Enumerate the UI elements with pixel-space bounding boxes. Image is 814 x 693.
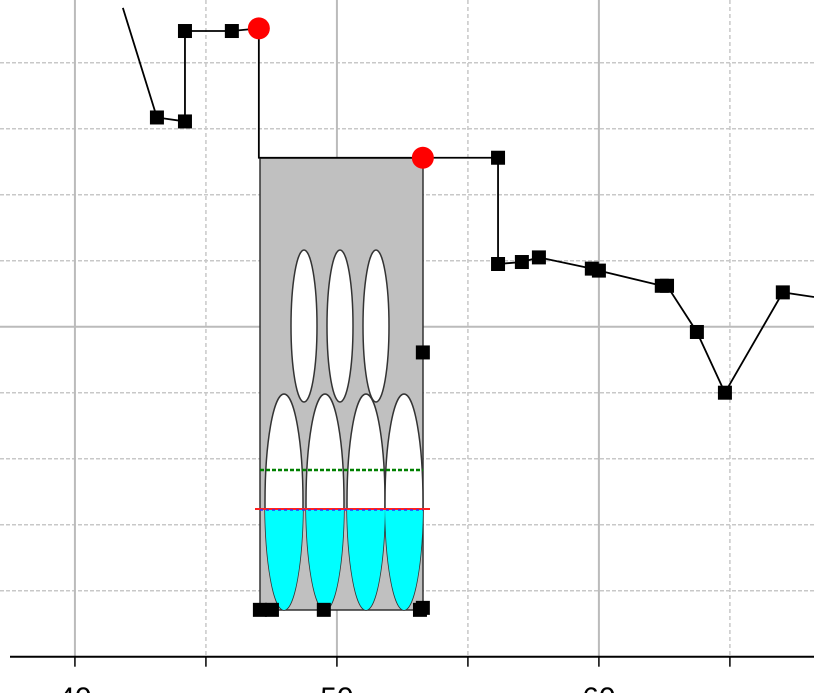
square-marker [317,603,331,617]
page: {"chart_data": { "type": "line", "xlim":… [0,0,814,693]
circle-marker [412,147,434,169]
ellipse [363,250,389,402]
square-marker [515,255,529,269]
square-marker [253,603,267,617]
chart: 40 50 60 [0,0,814,693]
upper-ellipses [291,250,389,402]
square-marker [225,24,239,38]
square-marker [532,250,546,264]
circle-marker [248,17,270,39]
x-tick-label: 60 [582,682,615,693]
square-marker [178,24,192,38]
square-marker [660,279,674,293]
ellipse [327,250,353,402]
x-tick-label: 50 [320,682,353,693]
square-marker [416,601,430,615]
square-marker [416,345,430,359]
ellipse [291,250,317,402]
well-diagram [255,158,430,610]
square-marker [178,114,192,128]
square-marker [265,603,279,617]
square-marker [491,151,505,165]
square-marker [592,264,606,278]
square-marker [718,386,732,400]
square-marker [690,325,704,339]
x-tick-label: 40 [58,682,91,693]
square-marker [491,257,505,271]
square-marker [776,285,790,299]
square-marker [150,110,164,124]
